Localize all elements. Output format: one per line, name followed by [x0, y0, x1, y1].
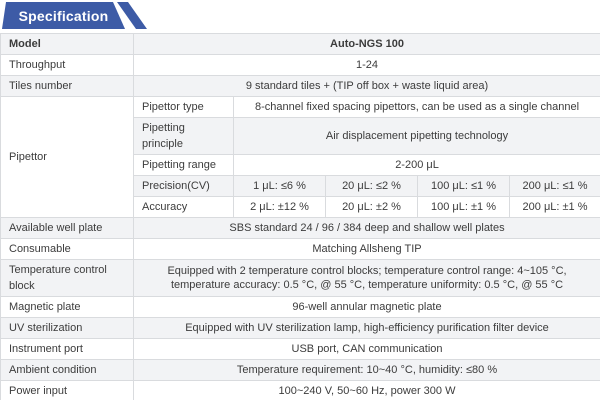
row-label: Power input: [0, 380, 134, 400]
row-label: Consumable: [0, 238, 134, 260]
precision-value-200ul: 200 μL: ≤1 %: [508, 175, 600, 197]
table-row-temperature-control-block: Temperature control block Equipped with …: [0, 259, 600, 297]
row-value: SBS standard 24 / 96 / 384 deep and shal…: [132, 217, 600, 239]
subrow-label: Accuracy: [133, 196, 234, 218]
pipettor-group-label: Pipettor: [0, 96, 134, 218]
table-row-available-well-plate: Available well plate SBS standard 24 / 9…: [0, 217, 600, 239]
precision-value-1ul: 1 μL: ≤6 %: [233, 175, 326, 197]
table-row-pipettor-type: Pipettor Pipettor type 8-channel fixed s…: [0, 96, 600, 218]
row-value: Equipped with UV sterilization lamp, hig…: [132, 317, 600, 339]
table-row-power-input: Power input 100~240 V, 50~60 Hz, power 3…: [0, 380, 600, 400]
table-row-ambient-condition: Ambient condition Temperature requiremen…: [0, 359, 600, 381]
row-value: 100~240 V, 50~60 Hz, power 300 W: [132, 380, 600, 400]
accuracy-value-2ul: 2 μL: ±12 %: [233, 196, 326, 218]
row-label: Instrument port: [0, 338, 134, 360]
temp-block-line-2: temperature accuracy: 0.5 °C, @ 55 °C, t…: [170, 279, 564, 291]
page-title: Specification: [18, 7, 109, 24]
row-value: 1-24: [132, 54, 600, 76]
table-row-magnetic-plate: Magnetic plate 96-well annular magnetic …: [0, 296, 600, 318]
subrow-value: Air displacement pipetting technology: [232, 117, 600, 155]
accuracy-value-200ul: 200 μL: ±1 %: [508, 196, 600, 218]
table-row-instrument-port: Instrument port USB port, CAN communicat…: [0, 338, 600, 360]
table-row-tiles-number: Tiles number 9 standard tiles + (TIP off…: [0, 75, 600, 97]
subrow-value: 2-200 μL: [232, 154, 600, 176]
row-value: 9 standard tiles + (TIP off box + waste …: [132, 75, 600, 97]
accuracy-value-20ul: 20 μL: ±2 %: [325, 196, 418, 218]
row-value: Matching Allsheng TIP: [132, 238, 600, 260]
row-value: USB port, CAN communication: [132, 338, 600, 360]
precision-value-20ul: 20 μL: ≤2 %: [325, 175, 418, 197]
row-label: Temperature control block: [0, 259, 134, 297]
row-value: 96-well annular magnetic plate: [132, 296, 600, 318]
badge-ribbon: Specification: [2, 2, 125, 29]
row-value: Auto-NGS 100: [132, 33, 600, 55]
temp-block-line-1: Equipped with 2 temperature control bloc…: [167, 265, 567, 277]
row-value: Equipped with 2 temperature control bloc…: [132, 259, 600, 297]
table-row-model: Model Auto-NGS 100: [0, 33, 600, 55]
row-value: Temperature requirement: 10~40 °C, humid…: [132, 359, 600, 381]
row-label: Available well plate: [0, 217, 134, 239]
subrow-label: Pipetting range: [133, 154, 234, 176]
row-label: Throughput: [0, 54, 134, 76]
spec-table: Model Auto-NGS 100 Throughput 1-24 Tiles…: [0, 33, 600, 400]
table-row-pipetting-range: Pipetting range 2-200 μL: [1, 154, 600, 176]
precision-value-100ul: 100 μL: ≤1 %: [417, 175, 510, 197]
row-label: Model: [0, 33, 134, 55]
row-label: UV sterilization: [0, 317, 134, 339]
row-label: Magnetic plate: [0, 296, 134, 318]
table-row-uv-sterilization: UV sterilization Equipped with UV steril…: [0, 317, 600, 339]
subrow-value: 8-channel fixed spacing pipettors, can b…: [232, 96, 600, 118]
subrow-label: Pipetting principle: [133, 117, 234, 155]
accuracy-value-100ul: 100 μL: ±1 %: [417, 196, 510, 218]
row-label: Tiles number: [0, 75, 134, 97]
subrow-label: Precision(CV): [133, 175, 234, 197]
table-row-consumable: Consumable Matching Allsheng TIP: [0, 238, 600, 260]
subrow-label: Pipettor type: [133, 96, 234, 118]
table-row-throughput: Throughput 1-24: [0, 54, 600, 76]
row-label: Ambient condition: [0, 359, 134, 381]
specification-badge: Specification: [2, 2, 152, 29]
